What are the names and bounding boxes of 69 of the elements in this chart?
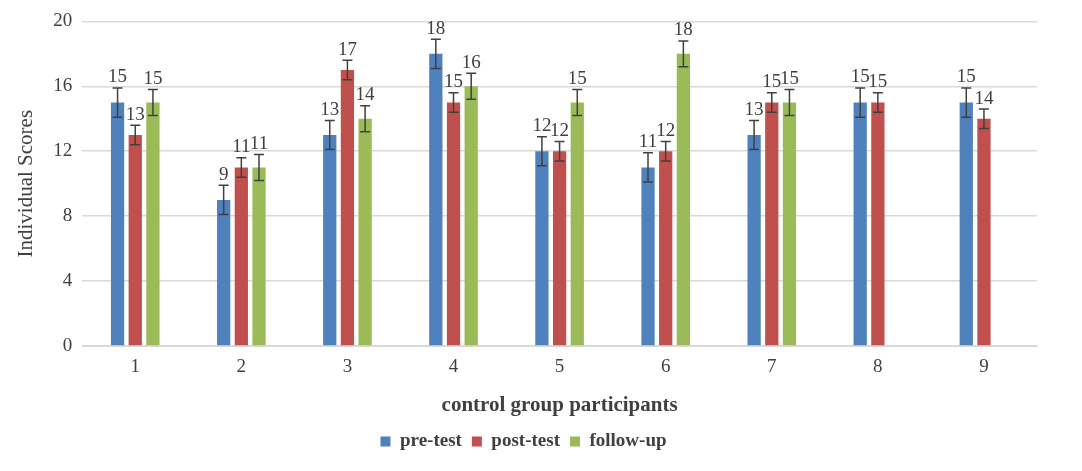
y-axis-title: Individual Scores xyxy=(13,109,38,258)
bar xyxy=(358,118,372,346)
data-label: 15 xyxy=(868,70,888,92)
data-label: 12 xyxy=(532,114,552,136)
data-label: 11 xyxy=(638,130,658,152)
data-label: 14 xyxy=(355,83,376,105)
bar xyxy=(782,102,797,346)
data-label: 18 xyxy=(673,18,693,40)
bar xyxy=(765,102,779,346)
data-label: 16 xyxy=(461,50,481,72)
data-label: 17 xyxy=(337,37,357,59)
bar xyxy=(128,135,142,346)
bar xyxy=(429,53,443,346)
bar xyxy=(217,199,231,346)
x-tick-label: 9 xyxy=(979,355,989,377)
legend-label: follow-up xyxy=(589,429,667,451)
data-label: 11 xyxy=(249,131,269,153)
bar xyxy=(323,135,337,346)
legend-label: post-test xyxy=(491,429,561,451)
y-tick-label: 0 xyxy=(62,333,73,355)
bar xyxy=(535,151,549,346)
bar xyxy=(871,102,885,346)
data-label: 13 xyxy=(320,97,340,119)
bar xyxy=(446,102,461,346)
data-label: 15 xyxy=(567,67,587,89)
data-label: 15 xyxy=(956,65,976,87)
x-axis-title: control group participants xyxy=(441,391,678,416)
data-label: 11 xyxy=(232,135,251,157)
data-label: 15 xyxy=(143,67,163,89)
data-label: 13 xyxy=(744,97,764,119)
bar xyxy=(853,102,867,346)
bar xyxy=(464,86,478,346)
x-tick-label: 5 xyxy=(554,355,565,377)
data-label: 12 xyxy=(656,118,676,140)
bar xyxy=(977,118,991,346)
x-tick-label: 8 xyxy=(873,355,883,377)
data-label: 18 xyxy=(426,16,446,38)
data-label: 15 xyxy=(850,65,870,87)
bar xyxy=(110,102,125,346)
data-label: 13 xyxy=(125,102,145,124)
data-label: 9 xyxy=(218,162,229,184)
bar xyxy=(340,70,355,346)
x-tick-label: 6 xyxy=(660,355,671,377)
x-tick-label: 2 xyxy=(236,355,247,377)
legend-label: pre-test xyxy=(399,429,463,451)
bar xyxy=(747,135,761,346)
bar xyxy=(676,53,690,346)
data-label: 15 xyxy=(108,65,128,87)
y-tick-label: 12 xyxy=(53,139,73,161)
data-label: 12 xyxy=(550,118,570,140)
bar xyxy=(146,102,160,346)
y-tick-label: 16 xyxy=(53,74,73,96)
data-label: 15 xyxy=(762,70,782,92)
x-tick-label: 3 xyxy=(342,355,353,377)
y-tick-label: 4 xyxy=(62,269,73,291)
bar xyxy=(570,102,584,346)
bar xyxy=(641,167,655,346)
data-label: 14 xyxy=(974,86,994,108)
bar xyxy=(959,102,973,346)
x-tick-label: 4 xyxy=(448,355,459,377)
data-label: 15 xyxy=(444,70,464,92)
bar xyxy=(552,151,567,346)
x-tick-label: 7 xyxy=(767,355,777,377)
bar xyxy=(234,167,248,346)
bar xyxy=(252,167,266,346)
x-tick-label: 1 xyxy=(130,355,140,377)
y-tick-label: 8 xyxy=(62,204,73,226)
y-tick-label: 20 xyxy=(53,9,73,31)
bar xyxy=(659,151,673,346)
